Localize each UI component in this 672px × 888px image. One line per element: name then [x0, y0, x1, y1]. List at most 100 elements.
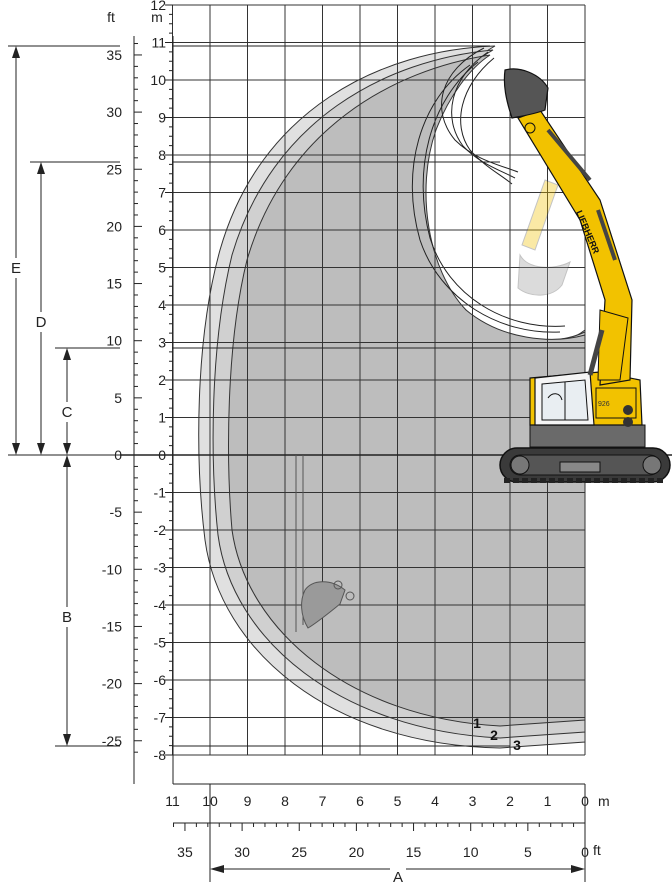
ft-tick-label: 30 [106, 104, 122, 120]
ft-tick-label: 20 [106, 218, 122, 234]
m-tick-label: 3 [158, 335, 166, 351]
ft-tick-label-h: 35 [177, 844, 193, 860]
m-tick-label: -4 [154, 597, 167, 613]
m-tick-label: -6 [154, 672, 167, 688]
track-shoe [540, 478, 546, 483]
inner-arc-1 [411, 64, 561, 333]
m-tick-label-h: 6 [356, 793, 364, 809]
m-tick-label: 11 [151, 35, 166, 51]
track-shoe [612, 478, 618, 483]
track-shoe [630, 478, 636, 483]
track-shoe [603, 478, 609, 483]
track-shoe [621, 478, 627, 483]
m-tick-label: 9 [158, 110, 166, 126]
ft-tick-label-h: 5 [524, 844, 532, 860]
m-tick-label-h: 5 [394, 793, 402, 809]
working-envelope [198, 45, 586, 749]
track-shoe [585, 478, 591, 483]
unit-m-top: m [151, 9, 163, 25]
track-shoe [657, 478, 663, 483]
model-text: 926 [598, 401, 610, 408]
track-shoe [549, 478, 555, 483]
m-tick-label: -8 [154, 747, 167, 763]
m-tick-label-h: 11 [165, 793, 180, 809]
track-shoe [513, 478, 519, 483]
boom-cylinder [587, 329, 605, 376]
foot-scale-horizontal: 35 30 25 20 15 10 5 0 [177, 844, 589, 860]
ft-tick-label-h: 20 [349, 844, 365, 860]
inner-arc-2 [422, 61, 566, 327]
dimension-a-label: A [393, 869, 403, 886]
m-tick-label: 0 [158, 447, 166, 463]
track-shoe [504, 478, 510, 483]
curve-label-3: 3 [513, 737, 521, 753]
ft-tick-label: -15 [102, 618, 122, 634]
m-tick-label: 4 [158, 297, 166, 313]
ft-tick-label-h: 15 [406, 844, 422, 860]
dimension-b-label: B [62, 609, 72, 626]
m-tick-label: -5 [154, 635, 167, 651]
m-tick-label: -7 [154, 710, 167, 726]
m-tick-label: 12 [150, 0, 166, 13]
ft-tick-label: -5 [110, 504, 123, 520]
track-shoe [639, 478, 645, 483]
curve-label-2: 2 [490, 727, 498, 743]
curve-label-1: 1 [473, 715, 481, 731]
m-tick-label: -1 [154, 485, 167, 501]
m-tick-label-h: 4 [431, 793, 439, 809]
arm-cylinder [546, 128, 592, 182]
ghost-arm [517, 179, 571, 296]
m-tick-label-h: 2 [506, 793, 514, 809]
dimension-e-label: E [11, 260, 21, 277]
track-shoe [567, 478, 573, 483]
ft-tick-label: 15 [106, 276, 122, 292]
bucket-icon [503, 68, 549, 119]
ft-tick-label-h: 10 [463, 844, 479, 860]
track-shoe [522, 478, 528, 483]
m-tick-label-h: 3 [469, 793, 477, 809]
ft-tick-label-h: 30 [234, 844, 250, 860]
track-shoe [576, 478, 582, 483]
ft-tick-label: -20 [102, 676, 122, 692]
track-shoe [531, 478, 537, 483]
ft-tick-label: -10 [102, 561, 122, 577]
ft-tick-label: 25 [106, 161, 122, 177]
track-shoes [504, 478, 663, 483]
track-shoe [594, 478, 600, 483]
track-shoe [558, 478, 564, 483]
ft-tick-label: 5 [114, 390, 122, 406]
meter-scale-horizontal: 11 10 9 8 7 6 5 4 3 2 1 0 [165, 793, 589, 809]
ft-tick-label: -25 [102, 733, 122, 749]
dimension-c-label: C [62, 404, 73, 421]
m-tick-label: 2 [158, 372, 166, 388]
ft-tick-label: 35 [106, 47, 122, 63]
upper-structure: 926 [529, 371, 646, 448]
track-shoe [648, 478, 654, 483]
excavator: 926 LIEBHERR [499, 68, 671, 483]
ft-tick-label-h: 25 [291, 844, 307, 860]
m-tick-label-h: 9 [244, 793, 252, 809]
m-tick-label: 8 [158, 147, 166, 163]
m-tick-label: -2 [154, 522, 167, 538]
dimension-lines [8, 45, 586, 882]
boom-lower [597, 309, 629, 381]
m-tick-label: 1 [158, 410, 166, 426]
unit-m-bottom: m [598, 793, 610, 809]
dimension-d-label: D [36, 314, 47, 331]
ft-tick-label: 10 [106, 333, 122, 349]
unit-ft-top: ft [107, 9, 115, 25]
m-tick-label: 10 [150, 72, 166, 88]
m-tick-label: 5 [158, 260, 166, 276]
low-bucket-icon [301, 580, 355, 629]
m-tick-label-h: 7 [319, 793, 327, 809]
unit-ft-bottom: ft [593, 842, 601, 858]
m-tick-label: -3 [154, 560, 167, 576]
m-tick-label-h: 8 [281, 793, 289, 809]
m-tick-label-h: 1 [544, 793, 552, 809]
bucket-arc-1 [441, 47, 519, 173]
track [499, 447, 671, 483]
m-tick-label: 7 [158, 185, 166, 201]
